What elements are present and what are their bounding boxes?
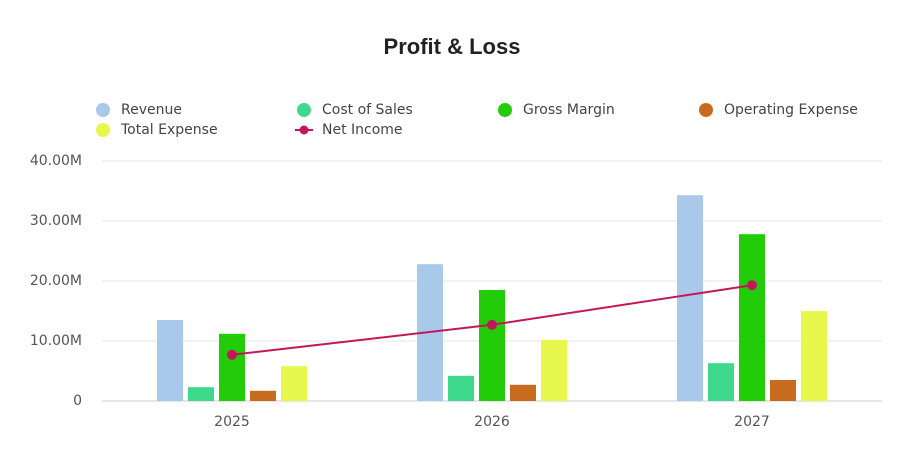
legend-label: Cost of Sales [322,102,413,118]
legend-marker [96,103,110,117]
bar [510,384,536,401]
y-tick-label: 0 [73,393,82,409]
legend-marker [299,125,309,135]
bar [770,380,796,401]
legend-label: Total Expense [120,122,218,138]
line-point [227,349,237,360]
x-tick-label: 2025 [214,414,250,430]
bar [448,375,474,401]
legend-marker [498,103,512,117]
line-point [487,319,497,330]
bar [479,290,505,401]
y-tick-label: 40.00M [30,153,82,169]
y-tick-label: 20.00M [30,273,82,289]
bar [677,195,703,401]
bar [219,333,245,401]
legend-marker [297,103,311,117]
bar [281,366,307,401]
bar [188,387,214,401]
legend-label: Gross Margin [523,102,615,118]
bar [739,234,765,401]
legend-label: Net Income [322,122,403,138]
legend-label: Revenue [121,102,182,118]
bar [541,339,567,401]
legend-label: Operating Expense [724,102,858,118]
bar [801,311,827,401]
legend-marker [96,123,110,137]
y-tick-label: 10.00M [30,333,82,349]
legend-marker [699,103,713,117]
bar [157,320,183,401]
y-tick-label: 30.00M [30,213,82,229]
bar [250,390,276,401]
x-tick-label: 2026 [474,414,510,430]
chart-title: Profit & Loss [384,34,521,59]
x-tick-label: 2027 [734,414,770,430]
line-point [747,280,757,291]
bar [708,363,734,401]
